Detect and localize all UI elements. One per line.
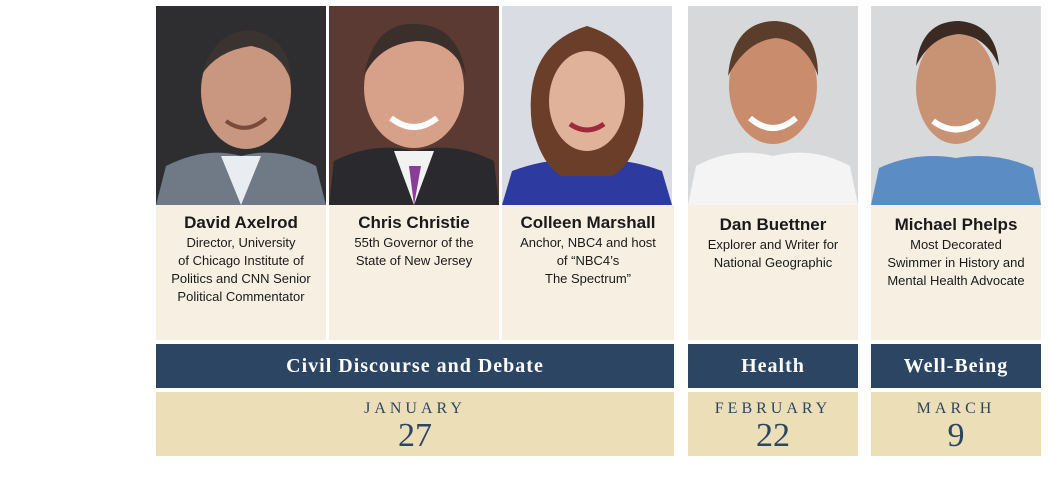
speaker-role: Anchor, NBC4 and host of “NBC4’s The Spe… <box>520 235 656 286</box>
event-date-january: JANUARY 27 <box>156 392 674 456</box>
speaker-photo-david-axelrod <box>156 6 326 205</box>
speaker-card-colleen-marshall: Colleen Marshall Anchor, NBC4 and host o… <box>502 205 674 340</box>
speaker-card-david-axelrod: David Axelrod Director, University of Ch… <box>156 205 326 340</box>
speaker-name: David Axelrod <box>184 213 298 232</box>
speaker-photo-colleen-marshall <box>502 6 672 205</box>
speaker-card-michael-phelps: Michael Phelps Most Decorated Swimmer in… <box>871 205 1041 340</box>
theme-band-civil-discourse: Civil Discourse and Debate <box>156 344 674 388</box>
speaker-role: Most Decorated Swimmer in History and Me… <box>887 237 1025 288</box>
speaker-name: Michael Phelps <box>894 215 1018 234</box>
theme-band-well-being: Well-Being <box>871 344 1041 388</box>
event-date-march: MARCH 9 <box>871 392 1041 456</box>
speaker-name: Chris Christie <box>358 213 470 232</box>
speaker-photo-dan-buettner <box>688 6 858 205</box>
theme-band-health: Health <box>688 344 858 388</box>
speaker-name: Dan Buettner <box>719 215 827 234</box>
speaker-role: 55th Governor of the State of New Jersey <box>354 235 474 268</box>
speaker-photo-chris-christie <box>329 6 499 205</box>
event-month: JANUARY <box>364 400 466 417</box>
speaker-name: Colleen Marshall <box>520 213 656 232</box>
speaker-card-dan-buettner: Dan Buettner Explorer and Writer for Nat… <box>688 205 858 340</box>
event-day: 22 <box>756 417 790 454</box>
event-day: 27 <box>398 417 432 454</box>
event-month: FEBRUARY <box>714 400 832 417</box>
speaker-role: Explorer and Writer for National Geograp… <box>707 237 839 270</box>
speaker-role: Director, University of Chicago Institut… <box>171 235 311 304</box>
event-day: 9 <box>947 417 965 454</box>
speaker-card-chris-christie: Chris Christie 55th Governor of the Stat… <box>329 205 499 340</box>
event-month: MARCH <box>916 400 996 417</box>
event-date-february: FEBRUARY 22 <box>688 392 858 456</box>
speaker-photo-michael-phelps <box>871 6 1041 205</box>
